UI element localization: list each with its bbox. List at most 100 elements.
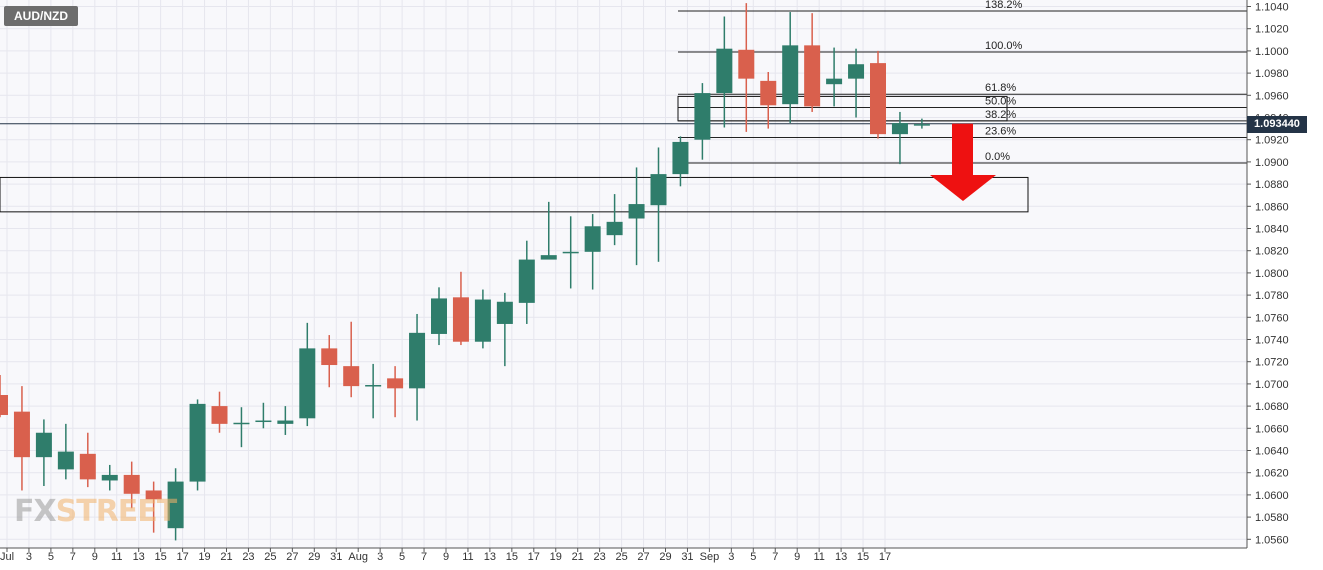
y-tick-label: 1.0800 [1255,268,1289,280]
x-tick-label: 11 [813,551,824,563]
candle-body [650,174,667,206]
candle-body [716,48,733,94]
fib-label: 138.2% [985,0,1023,11]
y-tick-label: 1.0860 [1255,201,1289,213]
candlestick-series [0,3,930,541]
x-tick-label: 3 [728,551,734,563]
x-tick-label: 23 [242,551,254,563]
y-tick-label: 1.0740 [1255,335,1289,347]
candle-body [299,348,316,419]
x-tick-label: Aug [348,551,368,563]
candle-body [277,420,294,424]
y-tick-label: 1.0760 [1255,312,1289,324]
candle-body [562,251,579,254]
x-tick-label: 27 [286,551,298,563]
x-tick-label: 11 [111,551,122,563]
x-tick-label: 5 [399,551,405,563]
x-tick-label: 21 [572,551,584,563]
y-tick-label: 1.0920 [1255,135,1289,147]
candle-body [760,80,777,106]
y-tick-label: 1.0720 [1255,357,1289,369]
x-tick-label: 15 [506,551,518,563]
x-tick-label: 25 [264,551,276,563]
x-tick-label: 3 [26,551,32,563]
x-tick-label: 15 [857,551,869,563]
zone-box [0,176,1029,213]
plot-background [0,0,1247,548]
y-tick-label: 1.1040 [1255,2,1289,14]
candle-body [343,366,360,387]
x-tick-label: 9 [794,551,800,563]
y-tick-label: 1.0780 [1255,290,1289,302]
candle-body [804,45,821,107]
y-tick-label: 1.0820 [1255,246,1289,258]
candle-body [606,221,623,236]
y-tick-label: 1.1000 [1255,46,1289,58]
y-tick-label: 1.0680 [1255,401,1289,413]
candle-body [694,93,711,140]
y-tick-label: 1.0900 [1255,157,1289,169]
x-tick-label: 17 [176,551,188,563]
fib-label: 23.6% [985,125,1016,137]
arrow-shaft [952,123,973,176]
fib-label: 38.2% [985,109,1016,121]
x-tick-label: Sep [700,551,720,563]
candle-body [365,385,382,387]
candle-body [387,378,404,389]
candle-body [672,141,689,175]
fxstreet-logo: FXSTREET [14,494,177,529]
y-tick-label: 1.0580 [1255,512,1289,524]
x-tick-label: 7 [421,551,427,563]
candle-body [496,301,513,324]
symbol-label[interactable]: AUD/NZD [4,6,78,26]
y-tick-label: 1.0840 [1255,224,1289,236]
candle-body [518,259,535,303]
candle-body [13,411,30,458]
x-tick-label: 13 [484,551,496,563]
x-tick-label: 7 [70,551,76,563]
y-tick-label: 1.0600 [1255,490,1289,502]
down-arrow-icon [930,123,996,201]
fib-label: 100.0% [985,40,1023,52]
candle-body [628,204,645,219]
x-tick-label: 29 [308,551,320,563]
x-tick-label: 17 [528,551,540,563]
y-tick-label: 1.1020 [1255,24,1289,36]
candle-body [79,453,96,480]
y-tick-label: 1.0660 [1255,423,1289,435]
x-tick-label: 9 [443,551,449,563]
fib-label: 50.0% [985,96,1016,108]
fib-label: 0.0% [985,151,1010,163]
x-tick-label: 23 [594,551,606,563]
x-tick-label: 5 [48,551,54,563]
candle-body [255,420,272,423]
candle-body [474,299,491,342]
x-tick-label: 11 [462,551,473,563]
candle-body [540,255,557,260]
y-tick-label: 1.0640 [1255,446,1289,458]
x-tick-label: 15 [155,551,167,563]
fib-label: 61.8% [985,82,1016,94]
x-tick-label: 7 [772,551,778,563]
x-tick-label: 13 [133,551,145,563]
x-tick-label: 31 [330,551,342,563]
candle-body [233,422,250,425]
y-tick-label: 1.0700 [1255,379,1289,391]
x-tick-label: 9 [92,551,98,563]
current-price-tag: 1.093440 [1247,116,1307,133]
candle-body [848,64,865,79]
candle-body [145,490,162,500]
arrow-head [930,175,996,201]
candle-body [870,63,886,135]
candle-body [431,298,447,334]
candle-body [167,481,184,529]
y-tick-label: 1.0960 [1255,90,1289,102]
y-tick-label: 1.0980 [1255,68,1289,80]
x-tick-label: 29 [659,551,671,563]
x-tick-label: Jul [0,551,14,563]
candle-body [0,395,8,415]
candle-body [826,78,843,85]
x-tick-label: 3 [377,551,383,563]
candle-body [409,332,426,389]
candle-body [211,406,228,424]
